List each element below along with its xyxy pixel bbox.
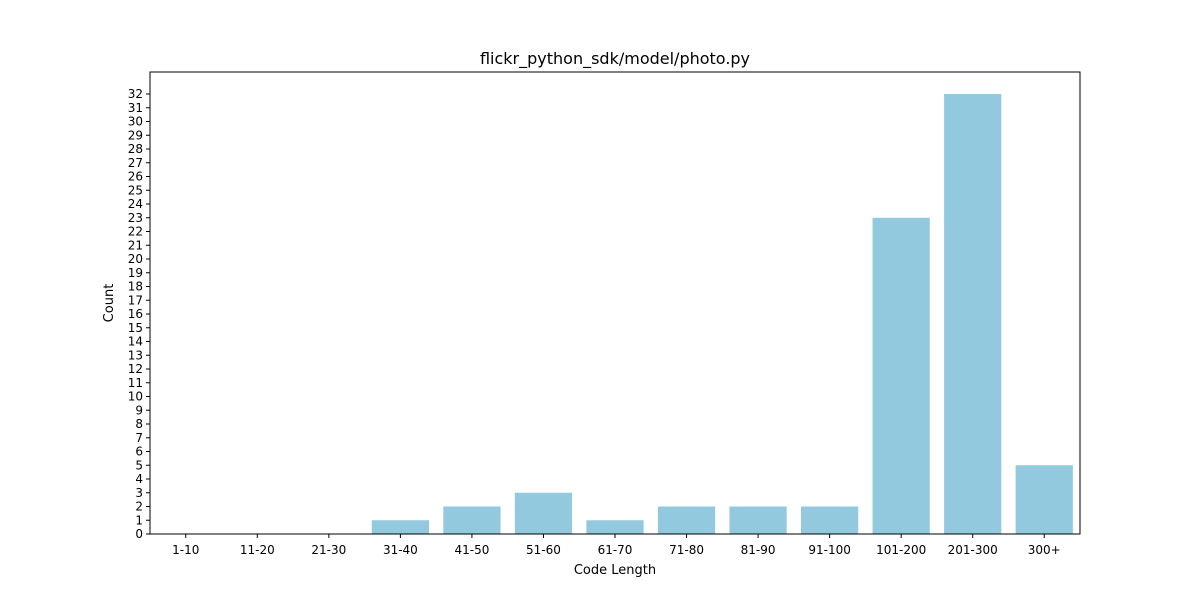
y-axis-ticks: 0123456789101112131415161718192021222324…: [128, 87, 150, 541]
x-axis-ticks: 1-10 11-20 21-30 31-40 41-50 51-60 61-70 71-80 8…: [172, 534, 1061, 557]
y-tick-label: 31: [128, 101, 143, 115]
y-tick-label: 19: [128, 266, 143, 280]
y-tick-label: 25: [128, 183, 143, 197]
y-tick-label: 30: [128, 115, 143, 129]
x-tick-label: 71-80: [669, 543, 704, 557]
y-tick-label: 23: [128, 211, 143, 225]
y-tick-label: 3: [135, 486, 143, 500]
y-tick-label: 5: [135, 458, 143, 472]
y-tick-label: 1: [135, 513, 143, 527]
y-tick-label: 12: [128, 362, 143, 376]
bar-61-70: [586, 520, 643, 534]
bar-201-300: [944, 94, 1001, 534]
bar-81-90: [729, 507, 786, 535]
y-tick-label: 29: [128, 128, 143, 142]
bar-101-200: [873, 218, 930, 534]
x-tick-label: 21-30: [311, 543, 346, 557]
y-tick-label: 16: [128, 307, 143, 321]
y-tick-label: 24: [128, 197, 143, 211]
y-tick-label: 18: [128, 280, 143, 294]
x-tick-label: 81-90: [741, 543, 776, 557]
x-tick-label: 61-70: [598, 543, 633, 557]
y-tick-label: 10: [128, 390, 143, 404]
x-tick-label: 300+: [1028, 543, 1061, 557]
x-tick-label: 1-10: [172, 543, 199, 557]
bar-91-100: [801, 507, 858, 535]
y-tick-label: 28: [128, 142, 143, 156]
y-tick-label: 27: [128, 156, 143, 170]
x-tick-label: 11-20: [240, 543, 275, 557]
y-tick-label: 8: [135, 417, 143, 431]
chart-title: flickr_python_sdk/model/photo.py: [480, 49, 750, 69]
bar-71-80: [658, 507, 715, 535]
y-tick-label: 9: [135, 403, 143, 417]
y-tick-label: 21: [128, 238, 143, 252]
y-tick-label: 22: [128, 225, 143, 239]
bars-layer: [372, 94, 1073, 534]
bar-31-40: [372, 520, 429, 534]
y-axis-label: Count: [102, 284, 117, 323]
x-tick-label: 101-200: [876, 543, 926, 557]
y-tick-label: 0: [135, 527, 143, 541]
y-tick-label: 32: [128, 87, 143, 101]
x-tick-label: 41-50: [454, 543, 489, 557]
y-tick-label: 20: [128, 252, 143, 266]
x-tick-label: 91-100: [808, 543, 851, 557]
x-tick-label: 201-300: [948, 543, 998, 557]
y-tick-label: 7: [135, 431, 143, 445]
y-tick-label: 4: [135, 472, 143, 486]
y-tick-label: 13: [128, 348, 143, 362]
bar-41-50: [443, 507, 500, 535]
x-tick-label: 51-60: [526, 543, 561, 557]
bar-300+: [1016, 465, 1073, 534]
y-tick-label: 11: [128, 376, 143, 390]
y-tick-label: 6: [135, 445, 143, 459]
y-tick-label: 26: [128, 170, 143, 184]
y-tick-label: 14: [128, 335, 143, 349]
y-tick-label: 15: [128, 321, 143, 335]
plot-area-frame: [150, 72, 1080, 534]
y-tick-label: 2: [135, 500, 143, 514]
x-tick-label: 31-40: [383, 543, 418, 557]
x-axis-label: Code Length: [574, 563, 656, 578]
bar-51-60: [515, 493, 572, 534]
y-tick-label: 17: [128, 293, 143, 307]
